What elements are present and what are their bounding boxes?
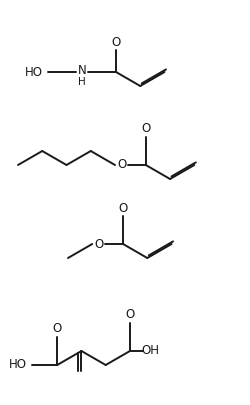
Text: O: O bbox=[118, 202, 128, 215]
Text: O: O bbox=[94, 237, 104, 251]
Text: O: O bbox=[141, 122, 150, 136]
Text: HO: HO bbox=[9, 358, 27, 371]
Text: H: H bbox=[78, 77, 86, 87]
Text: HO: HO bbox=[25, 66, 43, 79]
Text: O: O bbox=[117, 158, 127, 171]
Text: O: O bbox=[112, 36, 120, 49]
Text: O: O bbox=[52, 322, 62, 335]
Text: O: O bbox=[125, 309, 134, 322]
Text: OH: OH bbox=[141, 345, 159, 358]
Text: N: N bbox=[78, 64, 86, 77]
